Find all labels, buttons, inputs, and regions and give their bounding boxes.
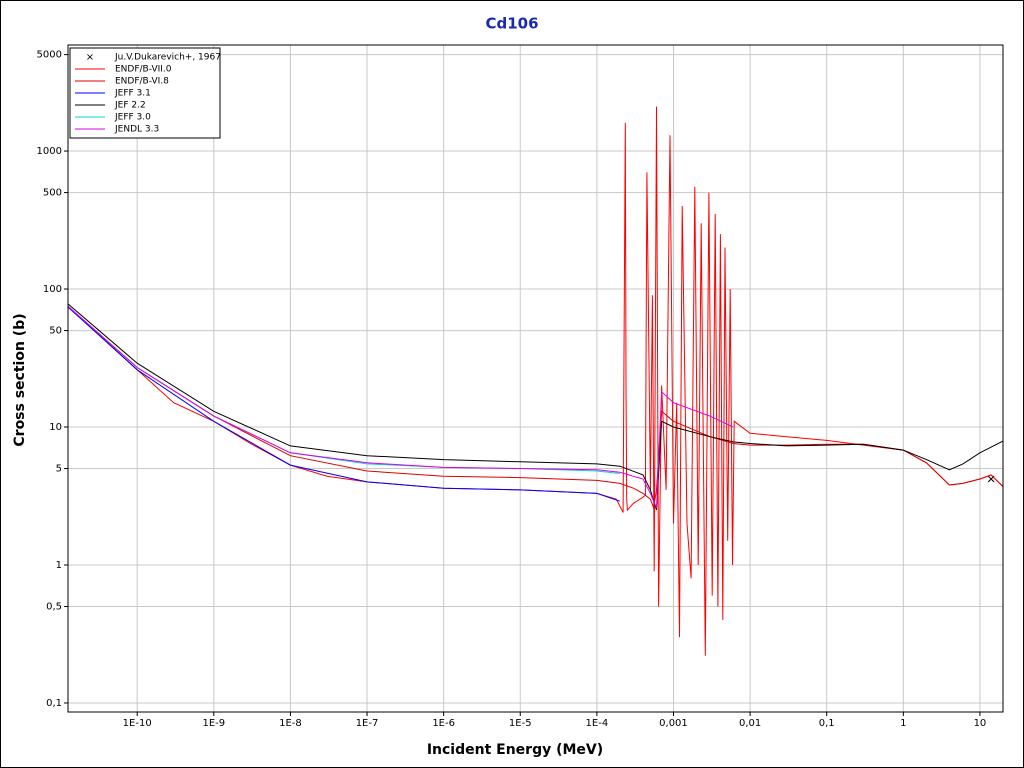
legend-label: JENDL 3.3 [114,125,159,135]
series-line [67,303,1004,511]
y-tick-label: 0,5 [46,602,62,613]
legend-label: ENDF/B-VI.8 [115,77,169,87]
plot-frame [67,44,1004,713]
y-tick-label: 100 [43,284,62,295]
legend: × Ju.V.Dukarevich+, 1967 ENDF/B-VII.0 ENDF/… [69,47,221,139]
x-tick-label: 10 [974,718,987,729]
y-axis-label: Cross section (b) [12,313,28,446]
x-tick-label: 1E-7 [356,718,379,729]
x-tick-label: 0,01 [739,718,761,729]
y-tick-label: 50 [49,326,62,337]
legend-label: JEFF 3.0 [114,113,151,123]
x-axis-label: Incident Energy (MeV) [427,742,603,758]
legend-label: JEF 2.2 [114,101,146,111]
y-tick-label: 5000 [37,50,62,61]
x-tick-label: 1E-6 [432,718,455,729]
x-tick-label: 0,001 [659,718,688,729]
x-tick-label: 1E-4 [586,718,609,729]
x-tick-label: 1E-8 [279,718,302,729]
series-line [67,306,621,502]
y-tick-label: 1 [56,560,62,571]
y-tick-label: 10 [49,422,62,433]
legend-label: JEFF 3.1 [114,89,151,99]
series-line [67,305,1004,510]
x-tick-label: 1E-5 [509,718,532,729]
legend-label: ENDF/B-VII.0 [115,65,172,75]
y-tick-label: 500 [43,188,62,199]
y-tick-label: 0,1 [46,698,62,709]
legend-marker: × [86,52,94,63]
series-line [67,305,734,508]
x-tick-label: 0,1 [819,718,835,729]
x-tick-label: 1E-10 [123,718,152,729]
x-tick-label: 1E-9 [202,718,225,729]
grid [64,45,1003,716]
chart-title: Cd106 [485,15,538,33]
plot-area [67,106,1004,656]
x-tick-label: 1 [900,718,906,729]
y-tick-label: 1000 [37,146,62,157]
y-tick-label: 5 [56,464,62,475]
legend-label: Ju.V.Dukarevich+, 1967 [114,53,221,63]
